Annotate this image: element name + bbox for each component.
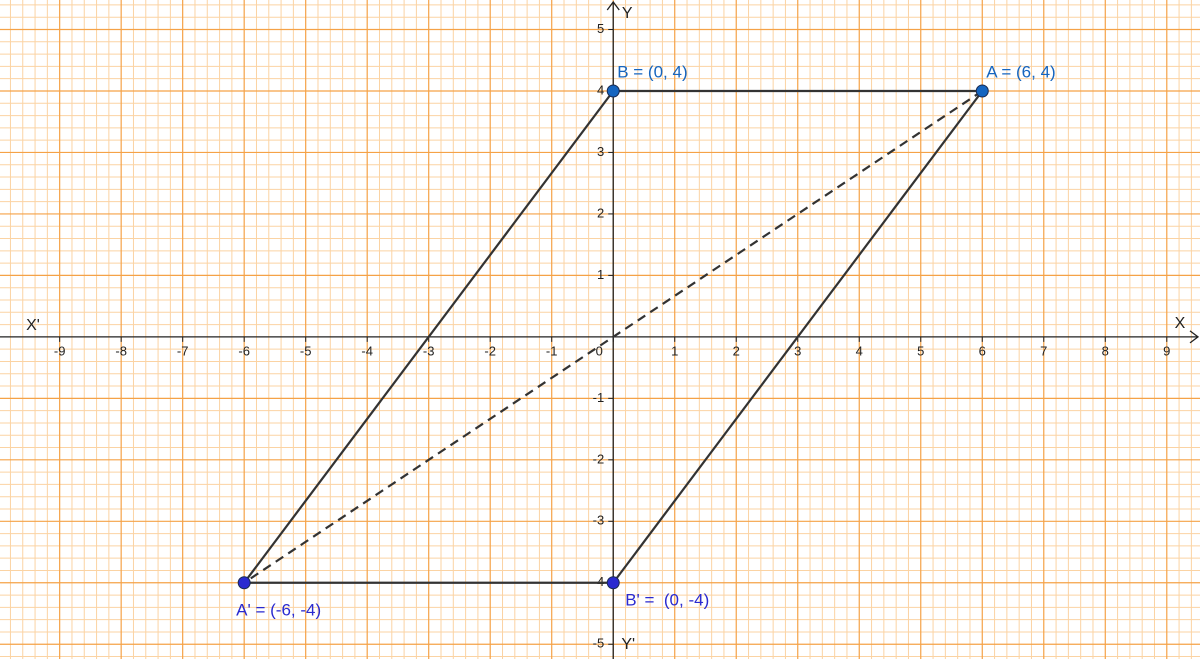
- point-label: B' = (0, -4): [625, 590, 709, 609]
- point-label: A = (6, 4): [986, 62, 1055, 81]
- x-axis-label: X: [1175, 315, 1186, 332]
- x-tick-label: -6: [238, 343, 250, 358]
- x-tick-label: 1: [671, 343, 678, 358]
- x-tick-label: 2: [733, 343, 740, 358]
- x-tick-label: -1: [546, 343, 558, 358]
- x-tick-label: -7: [177, 343, 189, 358]
- y-arrow: [606, 0, 620, 11]
- x-tick-label: 6: [979, 343, 986, 358]
- segment: [243, 90, 615, 584]
- x-arrow: [1189, 330, 1200, 344]
- x-tick-label: 4: [856, 343, 863, 358]
- x-tick-label: 8: [1102, 343, 1109, 358]
- x-axis-label-negative: X': [26, 317, 40, 334]
- x-tick-label: 7: [1040, 343, 1047, 358]
- y-tick-label: 5: [597, 21, 604, 36]
- y-tick-label: 1: [597, 267, 604, 282]
- x-tick-label: -3: [423, 343, 435, 358]
- point-label: A' = (-6, -4): [236, 600, 321, 619]
- x-tick-label: -8: [115, 343, 127, 358]
- x-tick-label: 0: [596, 343, 603, 358]
- x-tick-label: 9: [1163, 343, 1170, 358]
- y-tick-label: -5: [593, 636, 605, 651]
- y-tick-label: 3: [597, 144, 604, 159]
- point: [237, 576, 251, 590]
- y-tick-label: -3: [593, 513, 605, 528]
- point: [975, 84, 989, 98]
- point-label: B = (0, 4): [617, 62, 687, 81]
- point: [606, 84, 620, 98]
- y-tick-label: -1: [593, 390, 605, 405]
- y-axis-label-negative: Y': [621, 636, 635, 653]
- x-tick-label: -4: [361, 343, 373, 358]
- y-tick-label: 4: [597, 82, 604, 97]
- y-tick-label: 2: [597, 205, 604, 220]
- x-tick-label: 5: [917, 343, 924, 358]
- x-tick-label: -5: [300, 343, 312, 358]
- x-tick-label: -9: [54, 343, 66, 358]
- segment: [612, 90, 984, 584]
- y-tick-label: -2: [593, 451, 605, 466]
- y-axis-label: Y: [622, 5, 633, 22]
- x-tick-label: 3: [794, 343, 801, 358]
- point: [606, 576, 620, 590]
- x-tick-label: -2: [484, 343, 496, 358]
- diagonal: [243, 90, 983, 584]
